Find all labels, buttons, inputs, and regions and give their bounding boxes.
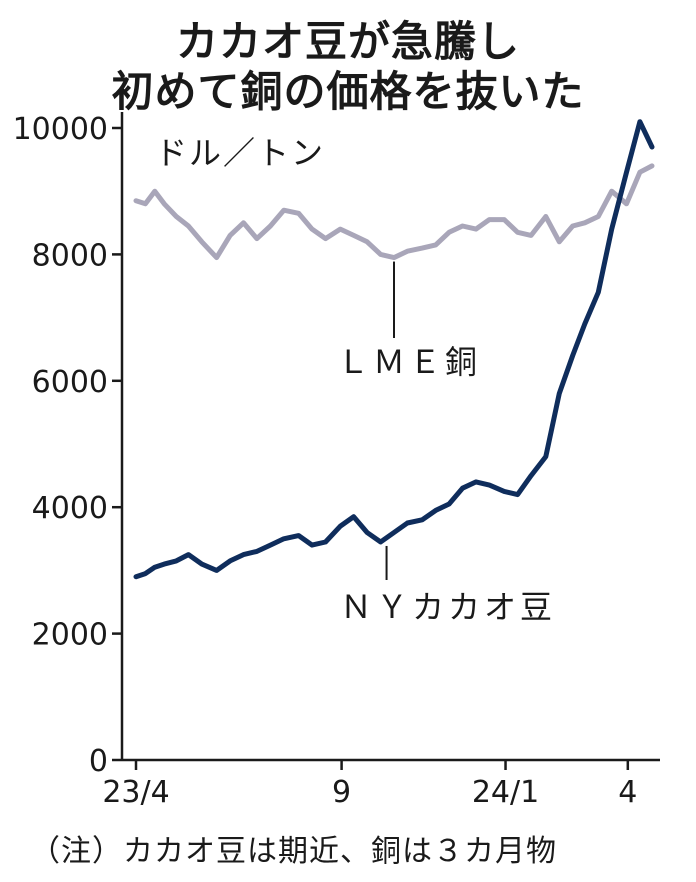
x-tick-label: 24/1 (472, 775, 539, 810)
copper-series-label: ＬＭＥ銅 (337, 343, 481, 381)
y-tick-label: 2000 (32, 618, 108, 653)
x-tick-label: 23/4 (102, 775, 169, 810)
y-tick-label: 10000 (13, 112, 108, 147)
y-axis: 0 2000 4000 6000 8000 10000 (13, 112, 124, 779)
y-tick-label: 4000 (32, 491, 108, 526)
chart-title-line-1: カカオ豆が急騰し (175, 17, 520, 66)
y-tick-label: 8000 (32, 238, 108, 273)
x-tick-label: 4 (618, 775, 637, 810)
copper-series-line (133, 163, 655, 261)
cocoa-series-label: ＮＹカカオ豆 (340, 588, 556, 626)
x-tick-label: 9 (332, 775, 351, 810)
unit-label: ドル／トン (155, 134, 325, 172)
cocoa-series-line (133, 119, 655, 580)
footnote: （注）カカオ豆は期近、銅は３カ月物 (30, 834, 557, 869)
series-labels: ＬＭＥ銅 ＮＹカカオ豆 (337, 261, 556, 626)
y-tick-label: 6000 (32, 365, 108, 400)
chart-title-line-2: 初めて銅の価格を抜いた (111, 67, 585, 116)
y-tick-label: 0 (89, 744, 108, 779)
series-group (133, 119, 655, 580)
x-axis: 23/4 9 24/1 4 (102, 758, 660, 810)
